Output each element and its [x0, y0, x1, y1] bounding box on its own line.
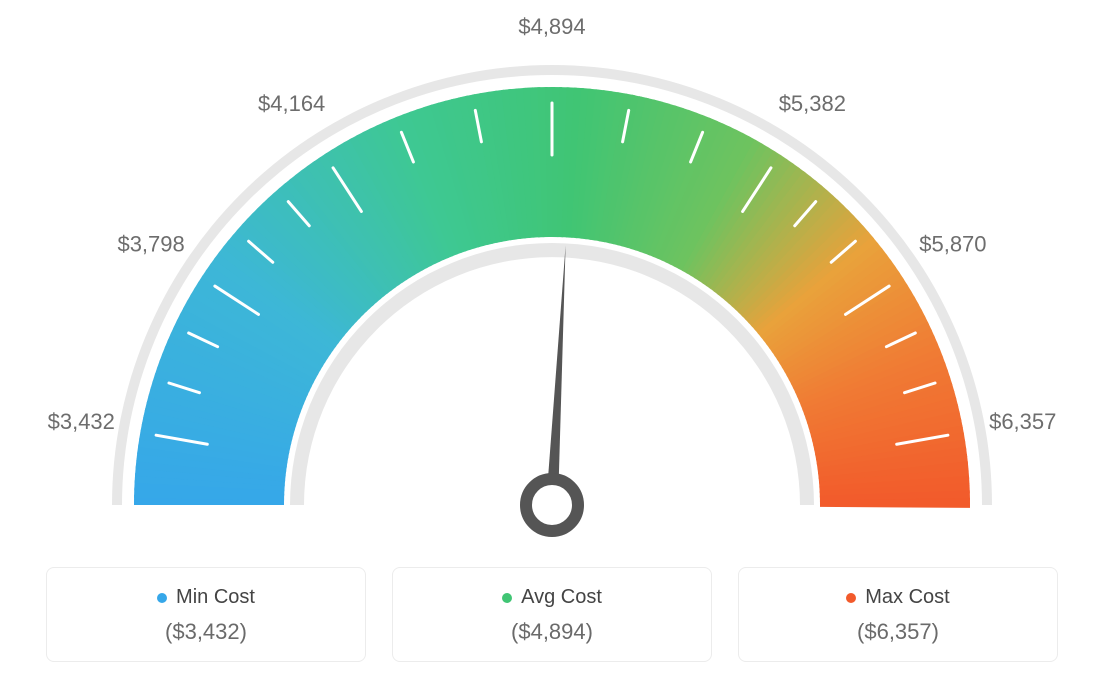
legend-label-avg: Avg Cost [521, 586, 602, 609]
gauge-chart: $3,432 $3,798 $4,164 $4,894 $5,382 $5,870 $6,3… [0, 0, 1104, 690]
legend-dot-avg [502, 593, 512, 603]
gauge-needle [546, 245, 566, 505]
gauge-tick-label: $3,798 [117, 232, 184, 257]
legend-title-min: Min Cost [157, 586, 255, 609]
legend-card-avg: Avg Cost ($4,894) [392, 567, 712, 662]
legend-title-max: Max Cost [846, 586, 949, 609]
legend-title-avg: Avg Cost [502, 586, 602, 609]
gauge-tick-label: $5,382 [779, 91, 846, 116]
gauge-tick-label: $5,870 [919, 232, 986, 257]
legend-label-max: Max Cost [865, 586, 949, 609]
gauge-tick-label: $3,432 [48, 409, 115, 434]
legend-value-min: ($3,432) [67, 619, 345, 645]
gauge-tick-label: $4,894 [518, 14, 585, 39]
legend-dot-max [846, 593, 856, 603]
gauge-tick-label: $4,164 [258, 91, 325, 116]
gauge-hub [526, 479, 578, 531]
legend-card-max: Max Cost ($6,357) [738, 567, 1058, 662]
gauge-tick-label: $6,357 [989, 409, 1056, 434]
legend-dot-min [157, 593, 167, 603]
legend-value-avg: ($4,894) [413, 619, 691, 645]
legend-label-min: Min Cost [176, 586, 255, 609]
legend-row: Min Cost ($3,432) Avg Cost ($4,894) Max … [40, 567, 1064, 662]
legend-value-max: ($6,357) [759, 619, 1037, 645]
gauge-svg: $3,432 $3,798 $4,164 $4,894 $5,382 $5,870 $6,3… [0, 0, 1104, 560]
legend-card-min: Min Cost ($3,432) [46, 567, 366, 662]
